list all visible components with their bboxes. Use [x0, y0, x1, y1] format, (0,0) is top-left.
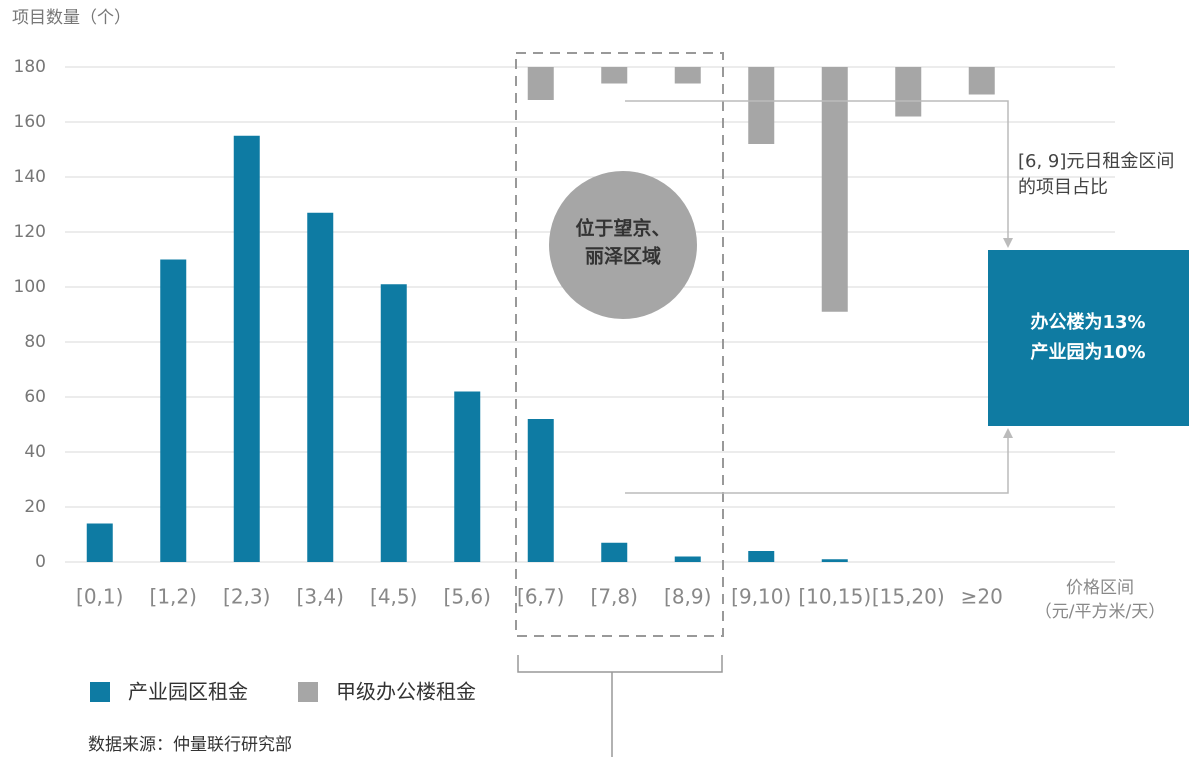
bar [454, 391, 481, 562]
bar [527, 67, 554, 100]
y-axis-title: 项目数量（个） [12, 8, 131, 28]
bar [748, 551, 775, 562]
x-tick-label: [8,9) [664, 585, 711, 609]
bar [821, 67, 848, 312]
x-tick-label: [15,20) [872, 585, 945, 609]
x-tick-label: [1,2) [150, 585, 197, 609]
x-tick-label: [7,8) [591, 585, 638, 609]
note-text: 的项目占比 [1018, 177, 1108, 198]
x-tick-label: [5,6) [444, 585, 491, 609]
bar [527, 419, 554, 562]
circle-note [549, 171, 697, 319]
legend-label: 产业园区租金 [128, 680, 248, 704]
x-axis-title: 价格区间 [1066, 578, 1134, 598]
y-tick-label: 60 [24, 387, 46, 407]
connector [625, 100, 1009, 494]
x-axis-title: （元/平方米/天） [1035, 602, 1165, 622]
x-tick-label: [10,15) [798, 585, 871, 609]
box-text: 产业园为10% [1030, 341, 1145, 363]
circle-text: 位于望京、 [575, 217, 670, 240]
y-tick-label: 140 [14, 167, 46, 187]
x-tick-label: [2,3) [223, 585, 270, 609]
highlight-box [988, 250, 1189, 426]
y-tick-label: 160 [14, 112, 46, 132]
bar [674, 556, 701, 562]
x-tick-label: [3,4) [297, 585, 344, 609]
bar [380, 284, 407, 562]
note-text: [6, 9]元日租金区间 [1018, 151, 1174, 172]
y-tick-label: 40 [24, 442, 46, 462]
y-tick-label: 20 [24, 497, 46, 517]
circle-text: 丽泽区域 [585, 245, 661, 268]
bar [748, 67, 775, 144]
y-tick-label: 120 [14, 222, 46, 242]
highlight-frame [515, 52, 724, 637]
legend-label: 甲级办公楼租金 [336, 680, 476, 704]
bar [895, 67, 922, 117]
bar [307, 212, 334, 562]
bar [674, 67, 701, 84]
bar [601, 67, 628, 84]
x-tick-label: [4,5) [370, 585, 417, 609]
x-tick-label: [0,1) [76, 585, 123, 609]
legend-swatch [90, 682, 110, 702]
bar [86, 523, 113, 562]
bar [821, 559, 848, 562]
bracket [517, 655, 723, 757]
legend-swatch [298, 682, 318, 702]
y-tick-label: 80 [24, 332, 46, 352]
bars [86, 67, 995, 562]
bar [233, 135, 260, 562]
x-tick-label: [6,7) [517, 585, 564, 609]
legend: 产业园区租金 甲级办公楼租金 [90, 680, 476, 704]
source: 数据来源：仲量联行研究部 [88, 735, 292, 755]
box-text: 办公楼为13% [1030, 311, 1145, 333]
bar [968, 67, 995, 95]
x-tick-label: [9,10) [731, 585, 791, 609]
bar [160, 259, 187, 562]
y-tick-label: 180 [14, 57, 46, 77]
x-tick-label: ≥20 [961, 585, 1003, 609]
bar [601, 542, 628, 562]
y-tick-label: 100 [14, 277, 46, 297]
y-tick-label: 0 [35, 552, 46, 572]
